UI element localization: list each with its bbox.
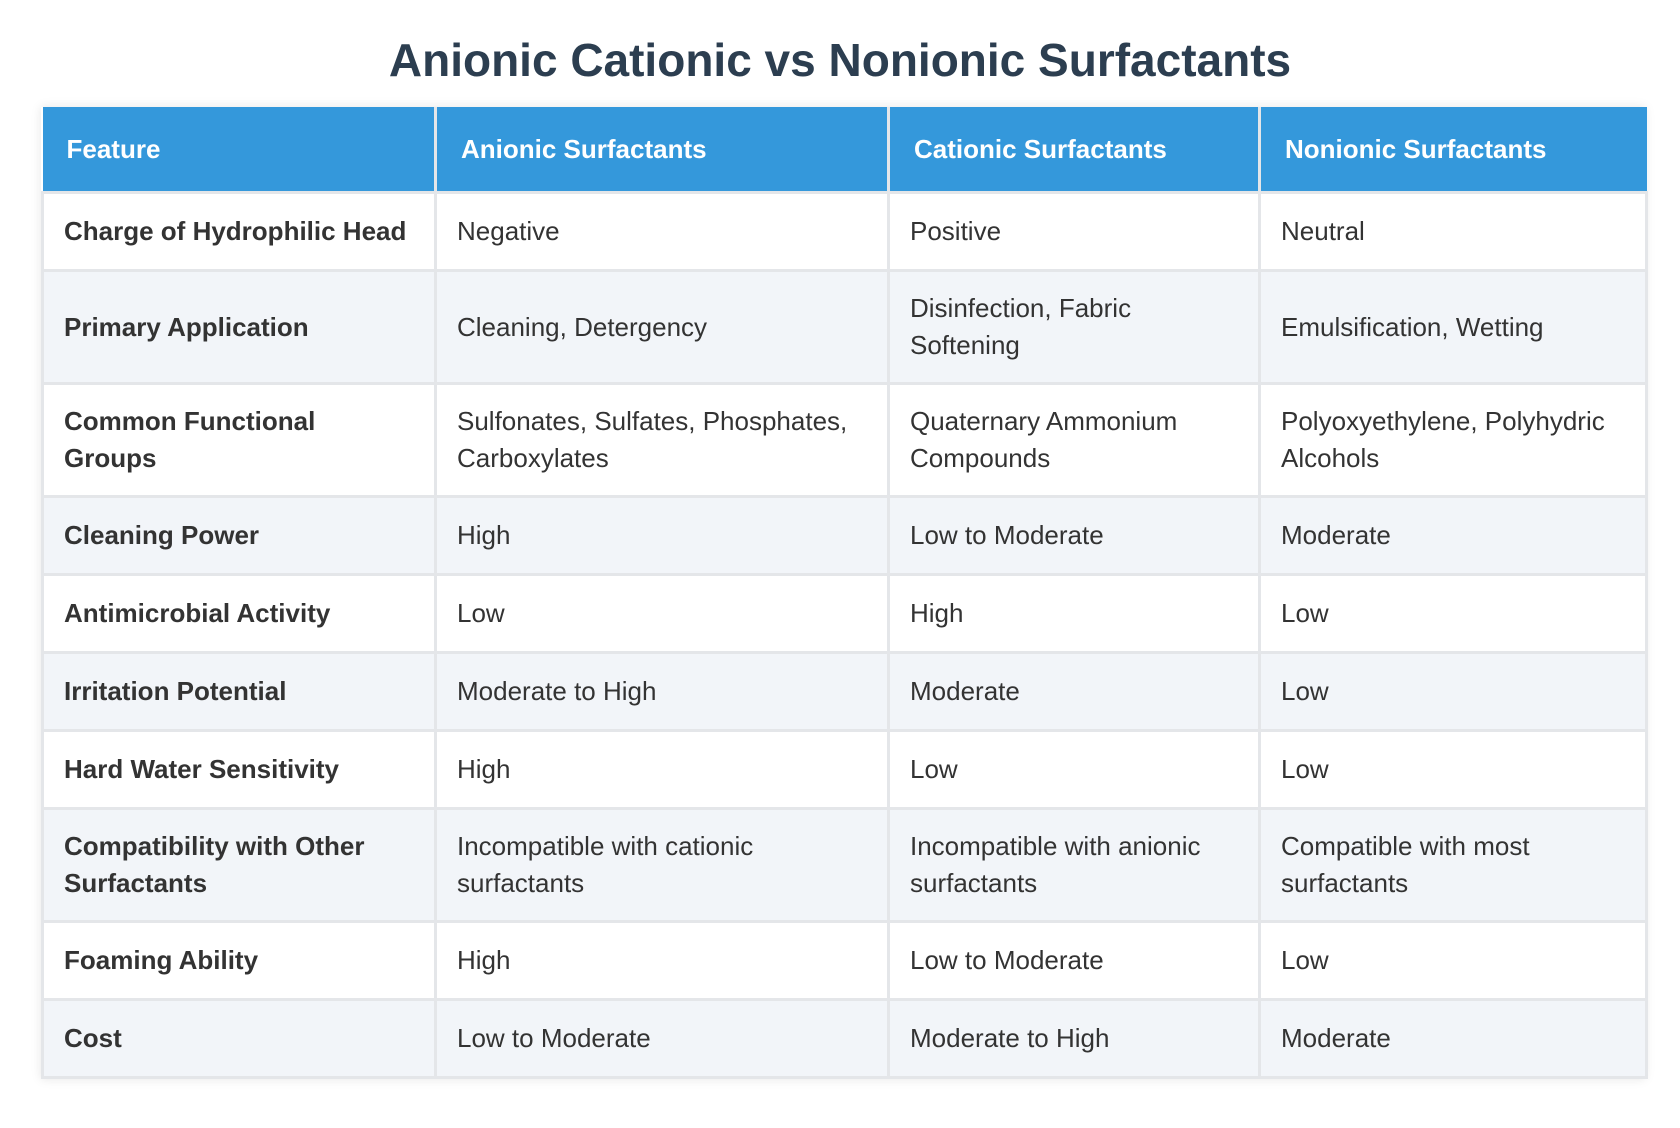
table-row: Cleaning Power High Low to Moderate Mode… bbox=[41, 495, 1648, 576]
feature-cell: Common Functional Groups bbox=[41, 382, 437, 498]
table-row: Irritation Potential Moderate to High Mo… bbox=[41, 651, 1648, 732]
feature-cell: Irritation Potential bbox=[41, 651, 437, 732]
nonionic-cell: Moderate bbox=[1258, 495, 1648, 576]
feature-cell: Charge of Hydrophilic Head bbox=[41, 191, 437, 272]
cationic-cell: Disinfection, Fabric Softening bbox=[887, 269, 1261, 385]
cationic-cell: Moderate bbox=[887, 651, 1261, 732]
comparison-table: Feature Anionic Surfactants Cationic Sur… bbox=[41, 107, 1648, 1079]
anionic-cell: Negative bbox=[434, 191, 890, 272]
feature-cell: Hard Water Sensitivity bbox=[41, 729, 437, 810]
nonionic-cell: Emulsification, Wetting bbox=[1258, 269, 1648, 385]
page-title: Anionic Cationic vs Nonionic Surfactants bbox=[388, 34, 1292, 86]
feature-cell: Cleaning Power bbox=[41, 495, 437, 576]
anionic-cell: High bbox=[434, 495, 890, 576]
table-row: Cost Low to Moderate Moderate to High Mo… bbox=[41, 998, 1648, 1079]
nonionic-cell: Moderate bbox=[1258, 998, 1648, 1079]
nonionic-cell: Low bbox=[1258, 729, 1648, 810]
table-row: Antimicrobial Activity Low High Low bbox=[41, 573, 1648, 654]
table-row: Common Functional Groups Sulfonates, Sul… bbox=[41, 382, 1648, 498]
cationic-cell: Low bbox=[887, 729, 1261, 810]
table-row: Hard Water Sensitivity High Low Low bbox=[41, 729, 1648, 810]
cationic-cell: Incompatible with anionic surfactants bbox=[887, 807, 1261, 923]
nonionic-cell: Compatible with most surfactants bbox=[1258, 807, 1648, 923]
cationic-cell: Low to Moderate bbox=[887, 495, 1261, 576]
table-row: Compatibility with Other Surfactants Inc… bbox=[41, 807, 1648, 923]
feature-cell: Cost bbox=[41, 998, 437, 1079]
anionic-cell: Low to Moderate bbox=[434, 998, 890, 1079]
feature-cell: Primary Application bbox=[41, 269, 437, 385]
cationic-cell: High bbox=[887, 573, 1261, 654]
cationic-cell: Moderate to High bbox=[887, 998, 1261, 1079]
feature-cell: Foaming Ability bbox=[41, 920, 437, 1001]
anionic-cell: Incompatible with cationic surfactants bbox=[434, 807, 890, 923]
comparison-table-container: Feature Anionic Surfactants Cationic Sur… bbox=[41, 107, 1648, 1079]
table-header: Feature Anionic Surfactants Cationic Sur… bbox=[42, 107, 1647, 194]
nonionic-cell: Polyoxyethylene, Polyhydric Alcohols bbox=[1258, 382, 1648, 498]
nonionic-cell: Low bbox=[1258, 651, 1648, 732]
anionic-cell: Low bbox=[434, 573, 890, 654]
table-row: Primary Application Cleaning, Detergency… bbox=[41, 269, 1648, 385]
anionic-cell: Moderate to High bbox=[434, 651, 890, 732]
nonionic-cell: Low bbox=[1258, 573, 1648, 654]
table-body: Charge of Hydrophilic Head Negative Posi… bbox=[41, 191, 1648, 1079]
cationic-cell: Quaternary Ammonium Compounds bbox=[887, 382, 1261, 498]
feature-cell: Antimicrobial Activity bbox=[41, 573, 437, 654]
header-nonionic: Nonionic Surfactants bbox=[1258, 107, 1647, 194]
cationic-cell: Low to Moderate bbox=[887, 920, 1261, 1001]
header-cationic: Cationic Surfactants bbox=[887, 107, 1261, 194]
header-anionic: Anionic Surfactants bbox=[434, 107, 890, 194]
header-feature: Feature bbox=[42, 107, 437, 194]
anionic-cell: Sulfonates, Sulfates, Phosphates, Carbox… bbox=[434, 382, 890, 498]
cationic-cell: Positive bbox=[887, 191, 1261, 272]
header-row: Feature Anionic Surfactants Cationic Sur… bbox=[42, 107, 1647, 194]
feature-cell: Compatibility with Other Surfactants bbox=[41, 807, 437, 923]
nonionic-cell: Low bbox=[1258, 920, 1648, 1001]
anionic-cell: Cleaning, Detergency bbox=[434, 269, 890, 385]
nonionic-cell: Neutral bbox=[1258, 191, 1648, 272]
anionic-cell: High bbox=[434, 920, 890, 1001]
table-row: Charge of Hydrophilic Head Negative Posi… bbox=[41, 191, 1648, 272]
table-row: Foaming Ability High Low to Moderate Low bbox=[41, 920, 1648, 1001]
anionic-cell: High bbox=[434, 729, 890, 810]
